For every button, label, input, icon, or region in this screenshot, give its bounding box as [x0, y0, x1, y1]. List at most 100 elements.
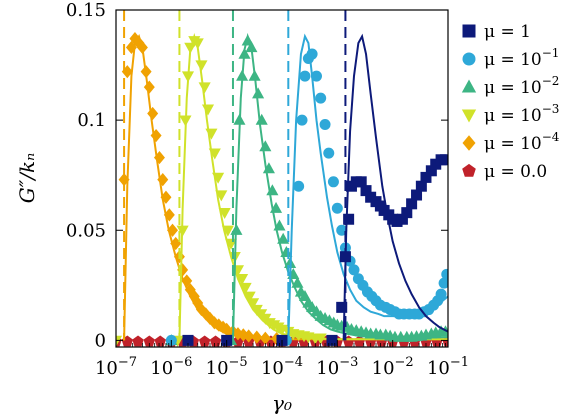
series-curve: [178, 33, 448, 341]
data-point: [215, 190, 228, 202]
data-point: [143, 335, 156, 347]
legend-entry: μ = 10−4: [462, 130, 560, 154]
data-point: [415, 180, 427, 192]
data-point: [121, 65, 133, 79]
data-point: [277, 232, 290, 244]
legend-label: μ = 10−4: [484, 130, 560, 154]
x-axis-label: γ₀: [272, 391, 292, 415]
y-axis-label: G″/kₙ: [15, 153, 39, 203]
data-point: [195, 60, 208, 72]
data-point: [118, 173, 130, 187]
data-point: [293, 180, 305, 192]
data-point: [396, 213, 408, 225]
x-tick-label: 10−4: [261, 355, 303, 379]
data-point: [230, 223, 243, 235]
x-tick-label: 10−7: [95, 355, 137, 379]
x-tick-label: 10−3: [316, 355, 358, 379]
data-point: [441, 268, 448, 280]
data-point: [201, 104, 215, 116]
data-point: [182, 334, 194, 346]
data-point: [339, 251, 351, 263]
data-point: [251, 330, 263, 344]
x-tick-label: 10−6: [150, 355, 192, 379]
data-point: [233, 113, 246, 125]
data-point: [435, 288, 447, 300]
data-point: [208, 148, 221, 160]
legend-marker: [462, 135, 476, 151]
data-point: [439, 325, 448, 337]
series-3: [116, 10, 448, 347]
data-point: [331, 202, 343, 214]
data-point: [224, 238, 238, 250]
data-point: [273, 219, 286, 231]
legend-marker: [461, 79, 477, 93]
data-point: [326, 334, 338, 346]
y-tick-label: 0.05: [66, 220, 106, 241]
data-point: [296, 114, 308, 126]
data-point: [238, 47, 251, 59]
data-point: [248, 69, 261, 81]
data-point: [221, 225, 234, 237]
data-point: [266, 184, 279, 196]
data-point: [259, 140, 272, 152]
data-point: [153, 150, 165, 165]
data-point: [116, 335, 123, 347]
data-point: [420, 171, 432, 183]
legend-label: μ = 10−2: [484, 74, 559, 98]
data-point: [310, 70, 322, 82]
data-point: [280, 245, 293, 257]
legend-marker: [462, 24, 476, 38]
series-curve: [231, 32, 448, 341]
data-point: [181, 71, 195, 83]
axis-ticks: 10−7 10−6 10−5 10−4 10−3 10−2 10−1 0 0.05 0.1 0.15: [66, 0, 469, 379]
y-tick-label: 0: [95, 330, 106, 351]
data-point: [212, 172, 225, 184]
data-point: [213, 318, 225, 332]
data-point: [252, 87, 265, 99]
data-point: [438, 277, 448, 289]
legend-marker: [462, 163, 476, 177]
data-point: [314, 333, 327, 345]
data-point: [205, 128, 218, 140]
data-point: [191, 38, 204, 50]
data-point: [198, 82, 211, 94]
data-point: [327, 176, 339, 188]
data-point: [143, 80, 155, 94]
data-point: [323, 147, 335, 159]
data-point: [232, 327, 244, 341]
legend-marker: [462, 52, 476, 66]
data-point: [360, 185, 372, 197]
legend-label: μ = 1: [484, 22, 531, 42]
data-point: [160, 190, 172, 204]
legend-marker: [461, 109, 477, 123]
data-point: [188, 289, 200, 303]
series-curve: [342, 33, 448, 341]
y-tick-label: 0.1: [77, 110, 106, 131]
data-point: [236, 69, 249, 81]
data-point: [255, 113, 268, 125]
legend-entry: μ = 1: [462, 22, 531, 42]
data-point: [200, 307, 212, 321]
data-point: [184, 42, 197, 54]
data-point: [243, 329, 255, 343]
legend-label: μ = 10−1: [484, 46, 559, 70]
legend-entry: μ = 10−2: [461, 74, 559, 98]
data-point: [306, 48, 318, 60]
data-point: [401, 207, 413, 219]
x-tick-label: 10−2: [372, 355, 414, 379]
data-point: [262, 162, 275, 174]
series-0: [182, 10, 448, 346]
data-point: [247, 298, 260, 310]
data-point: [245, 41, 258, 53]
data-point: [167, 223, 179, 237]
x-tick-label: 10−5: [206, 355, 248, 379]
data-point: [299, 70, 311, 82]
data-point: [133, 36, 145, 50]
data-point: [136, 40, 148, 55]
data-point: [179, 115, 192, 127]
series-1: [165, 10, 448, 346]
data-point: [259, 331, 271, 345]
data-point: [442, 335, 448, 347]
data-point: [236, 274, 249, 286]
